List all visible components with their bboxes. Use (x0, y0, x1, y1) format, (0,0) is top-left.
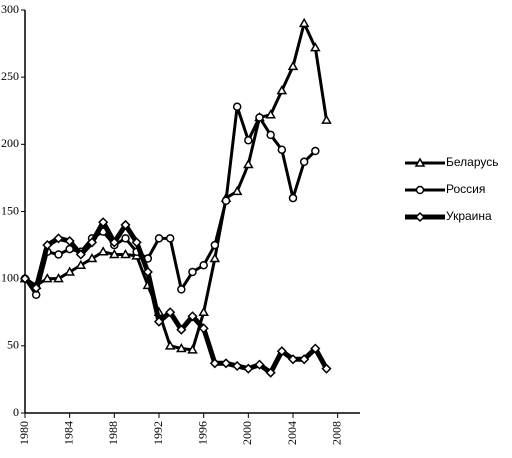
series-line (23, 219, 329, 376)
data-point (265, 367, 276, 378)
data-point (64, 266, 75, 276)
data-point (299, 354, 310, 365)
data-point (321, 114, 332, 124)
data-point (121, 234, 130, 243)
data-point (165, 307, 176, 318)
data-point (310, 343, 321, 354)
y-tick-label: 50 (7, 338, 19, 352)
data-point (153, 316, 165, 327)
data-point (19, 273, 31, 284)
data-point (276, 85, 288, 95)
data-point (75, 249, 86, 260)
data-point (321, 363, 332, 374)
data-point (31, 283, 42, 294)
data-point (176, 324, 187, 335)
data-point (187, 344, 198, 354)
data-point (142, 266, 153, 278)
data-point (53, 233, 64, 244)
legend-marker (414, 211, 426, 223)
x-tick-label: 1980 (17, 421, 31, 445)
data-point (109, 248, 120, 259)
data-point (86, 237, 98, 248)
data-point (75, 259, 87, 269)
y-tick-label: 250 (1, 69, 19, 83)
data-point (244, 136, 253, 145)
data-point (287, 60, 299, 71)
data-point (221, 196, 231, 206)
data-point (255, 113, 264, 122)
data-point (176, 343, 187, 353)
data-point (232, 102, 242, 111)
data-point (276, 346, 287, 357)
data-point (188, 267, 197, 277)
data-point (54, 250, 63, 259)
data-point (109, 237, 120, 248)
data-point (177, 285, 186, 294)
data-point (277, 145, 287, 154)
y-tick-label: 0 (13, 405, 19, 419)
data-point (97, 246, 109, 256)
data-point (64, 235, 75, 247)
data-point (220, 358, 232, 369)
data-point (298, 17, 310, 28)
x-tick-label: 1984 (61, 421, 75, 445)
data-point (198, 306, 209, 316)
series-line (24, 21, 328, 352)
data-point (311, 146, 320, 156)
data-point (210, 240, 220, 250)
legend-label: Россия (446, 182, 485, 196)
data-point (209, 253, 221, 263)
legend-label: Украина (446, 209, 492, 223)
legend-label: Беларусь (446, 155, 498, 169)
data-point (243, 158, 254, 169)
data-point (198, 323, 209, 334)
data-point (209, 358, 220, 369)
x-tick-label: 2008 (329, 421, 343, 445)
data-point (287, 354, 299, 365)
x-tick-label: 1992 (151, 421, 165, 445)
data-point (310, 42, 321, 52)
data-point (86, 253, 98, 263)
y-tick-label: 100 (1, 270, 19, 284)
data-point (254, 359, 265, 370)
data-point (232, 360, 243, 372)
data-point (98, 217, 109, 228)
data-point (187, 311, 198, 322)
data-point (42, 240, 53, 251)
y-tick-label: 200 (1, 136, 19, 150)
x-tick-label: 2000 (240, 421, 254, 445)
x-tick-label: 1988 (106, 421, 120, 445)
y-tick-label: 300 (1, 2, 19, 16)
x-tick-label: 1996 (195, 421, 209, 445)
data-point (120, 219, 131, 230)
data-point (288, 193, 298, 203)
data-point (266, 130, 275, 140)
data-point (131, 237, 142, 248)
x-tick-label: 2004 (285, 421, 299, 445)
data-point (120, 248, 131, 259)
data-point (299, 157, 309, 167)
legend-marker (415, 185, 425, 195)
data-point (53, 273, 64, 283)
data-point (42, 273, 53, 283)
legend-marker (414, 157, 426, 167)
data-point (243, 363, 254, 374)
data-point (154, 234, 164, 243)
data-point (199, 260, 208, 270)
data-point (165, 234, 175, 243)
data-point (164, 340, 176, 350)
data-point (265, 109, 276, 119)
y-tick-label: 150 (1, 203, 19, 217)
data-point (231, 185, 243, 196)
